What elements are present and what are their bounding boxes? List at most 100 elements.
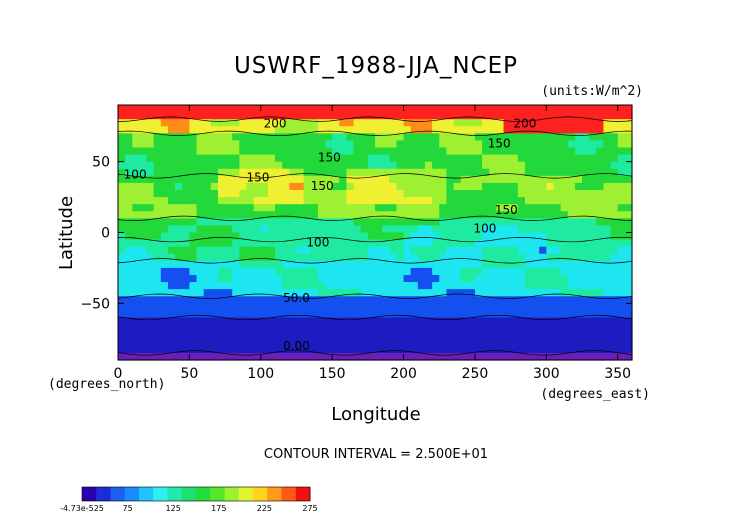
field-cell xyxy=(524,190,533,198)
field-cell xyxy=(624,190,633,198)
field-cell xyxy=(539,289,547,297)
field-cell xyxy=(367,112,376,120)
field-cell xyxy=(403,296,412,304)
field-cell xyxy=(353,218,362,227)
field-cell xyxy=(132,267,141,276)
field-cell xyxy=(403,225,412,234)
field-cell xyxy=(367,218,376,227)
field-cell xyxy=(132,253,141,262)
field-cell xyxy=(524,303,533,312)
field-cell xyxy=(432,331,440,340)
field-cell xyxy=(503,225,512,234)
field-cell xyxy=(546,303,555,312)
field-cell xyxy=(232,218,240,227)
field-cell xyxy=(410,352,419,361)
field-cell xyxy=(503,289,512,297)
field-cell xyxy=(439,126,447,134)
field-cell xyxy=(118,168,126,177)
field-cell xyxy=(196,260,205,269)
field-cell xyxy=(367,331,376,340)
field-cell xyxy=(532,204,540,212)
field-cell xyxy=(125,338,133,347)
field-cell xyxy=(289,211,298,219)
field-cell xyxy=(474,338,483,347)
field-cell xyxy=(282,154,290,163)
field-cell xyxy=(253,218,262,227)
field-cell xyxy=(389,310,398,319)
field-cell xyxy=(139,317,148,326)
field-cell xyxy=(446,154,455,163)
field-cell xyxy=(253,246,262,255)
field-cell xyxy=(182,331,190,340)
field-cell xyxy=(603,345,612,354)
field-cell xyxy=(310,275,319,283)
field-cell xyxy=(524,345,533,354)
field-cell xyxy=(517,197,526,205)
field-cell xyxy=(196,112,205,120)
field-cell xyxy=(296,161,305,170)
field-cell xyxy=(582,204,590,212)
field-cell xyxy=(624,310,633,319)
field-cell xyxy=(503,310,512,319)
field-cell xyxy=(139,267,148,276)
field-cell xyxy=(189,147,198,156)
field-cell xyxy=(289,253,298,262)
field-cell xyxy=(282,324,290,333)
field-cell xyxy=(225,204,233,212)
field-cell xyxy=(353,204,362,212)
contour-label: 200 xyxy=(513,117,536,131)
field-cell xyxy=(610,317,619,326)
field-cell xyxy=(132,352,141,361)
field-cell xyxy=(239,225,248,234)
field-cell xyxy=(460,296,469,304)
field-cell xyxy=(382,310,390,319)
field-cell xyxy=(503,296,512,304)
field-cell xyxy=(296,289,305,297)
field-cell xyxy=(396,147,405,156)
field-cell xyxy=(118,253,126,262)
field-cell xyxy=(453,246,462,255)
field-cell xyxy=(289,112,298,120)
field-cell xyxy=(217,190,226,198)
field-cell xyxy=(275,218,283,227)
field-cell xyxy=(253,133,262,142)
field-cell xyxy=(367,310,376,319)
field-cell xyxy=(260,197,269,205)
field-cell xyxy=(189,182,198,191)
field-cell xyxy=(532,147,540,156)
field-cell xyxy=(346,175,355,184)
field-cell xyxy=(210,204,219,212)
field-cell xyxy=(339,197,348,205)
field-cell xyxy=(196,182,205,191)
field-cell xyxy=(196,289,205,297)
field-cell xyxy=(553,239,562,248)
field-cell xyxy=(217,324,226,333)
field-cell xyxy=(539,140,547,149)
field-cell xyxy=(160,267,169,276)
field-cell xyxy=(567,260,576,269)
field-cell xyxy=(317,317,326,326)
field-cell xyxy=(503,352,512,361)
field-cell xyxy=(153,296,162,304)
field-cell xyxy=(382,140,390,149)
field-cell xyxy=(467,324,476,333)
field-cell xyxy=(210,331,219,340)
field-cell xyxy=(503,175,512,184)
field-cell xyxy=(189,190,198,198)
field-cell xyxy=(375,324,383,333)
field-cell xyxy=(289,303,298,312)
field-cell xyxy=(382,190,390,198)
field-cell xyxy=(303,112,312,120)
field-cell xyxy=(282,345,290,354)
field-cell xyxy=(389,182,398,191)
field-cell xyxy=(317,112,326,120)
field-cell xyxy=(210,267,219,276)
field-cell xyxy=(560,190,569,198)
field-cell xyxy=(482,239,490,248)
field-cell xyxy=(118,345,126,354)
field-cell xyxy=(146,345,155,354)
field-cell xyxy=(560,154,569,163)
field-cell xyxy=(303,105,312,113)
field-cell xyxy=(167,168,176,177)
field-cell xyxy=(424,190,433,198)
